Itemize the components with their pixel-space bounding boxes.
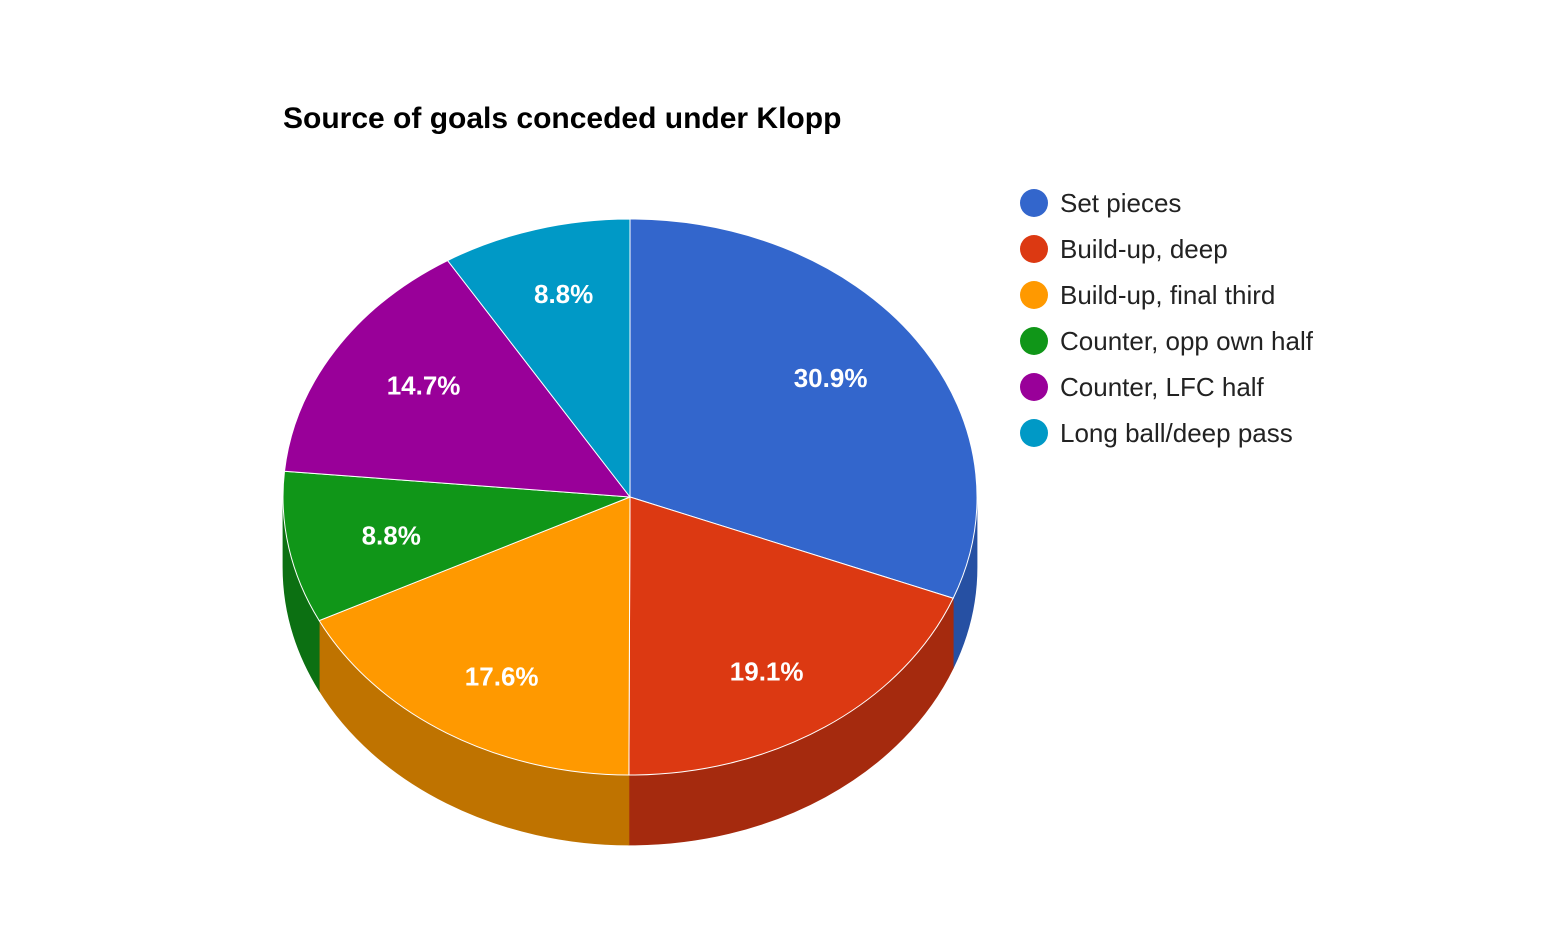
legend-item-3[interactable]: Counter, opp own half bbox=[1020, 318, 1313, 364]
legend-label: Build-up, final third bbox=[1060, 279, 1276, 310]
pie-slice-5[interactable] bbox=[446, 218, 631, 499]
legend-label: Counter, opp own half bbox=[1060, 325, 1313, 356]
pie-slice-0[interactable] bbox=[629, 218, 978, 599]
legend-item-4[interactable]: Counter, LFC half bbox=[1020, 364, 1313, 410]
legend-swatch bbox=[1020, 281, 1048, 309]
pie-slice-3[interactable] bbox=[282, 470, 631, 622]
legend-label: Counter, LFC half bbox=[1060, 371, 1264, 402]
chart-title: Source of goals conceded under Klopp bbox=[283, 102, 842, 135]
pie-labels: 30.9% 19.1% 17.6% 8.8% 14.7% 8.8% bbox=[362, 279, 868, 692]
slice-label-2: 17.6% bbox=[465, 661, 539, 691]
slice-label-1: 19.1% bbox=[730, 657, 804, 687]
slice-label-3: 8.8% bbox=[362, 521, 421, 551]
pie-slice-4[interactable] bbox=[283, 259, 632, 498]
legend-item-2[interactable]: Build-up, final third bbox=[1020, 272, 1313, 318]
legend-label: Set pieces bbox=[1060, 187, 1182, 218]
legend-label: Build-up, deep bbox=[1060, 233, 1228, 264]
legend: Set pieces Build-up, deep Build-up, final … bbox=[1020, 180, 1313, 456]
legend-label: Long ball/deep pass bbox=[1060, 417, 1293, 448]
pie-top bbox=[282, 218, 978, 776]
slice-label-5: 8.8% bbox=[534, 279, 593, 309]
legend-item-1[interactable]: Build-up, deep bbox=[1020, 226, 1313, 272]
pie-slice-1[interactable] bbox=[628, 496, 954, 776]
legend-swatch bbox=[1020, 373, 1048, 401]
legend-swatch bbox=[1020, 189, 1048, 217]
legend-item-5[interactable]: Long ball/deep pass bbox=[1020, 410, 1313, 456]
pie-slice-2[interactable] bbox=[318, 496, 631, 776]
legend-swatch bbox=[1020, 327, 1048, 355]
legend-swatch bbox=[1020, 235, 1048, 263]
legend-item-0[interactable]: Set pieces bbox=[1020, 180, 1313, 226]
slice-label-0: 30.9% bbox=[794, 363, 868, 393]
slice-label-4: 14.7% bbox=[387, 371, 461, 401]
legend-swatch bbox=[1020, 419, 1048, 447]
